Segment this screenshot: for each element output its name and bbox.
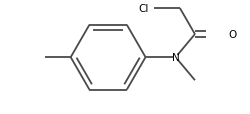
Text: O: O — [228, 30, 236, 40]
Text: N: N — [171, 53, 179, 63]
Text: Cl: Cl — [138, 4, 148, 14]
